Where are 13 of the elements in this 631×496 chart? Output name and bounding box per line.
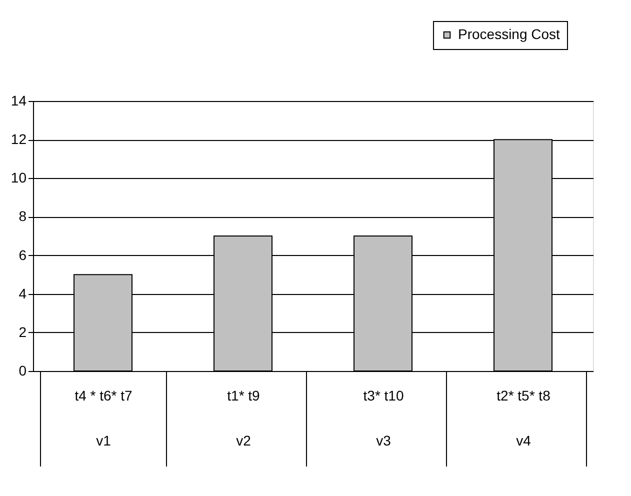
y-tick-label: 0 [18,362,27,378]
y-tick-label: 14 [10,92,27,108]
y-tick-label: 4 [18,285,27,302]
category-label: t1* t9 v2 [227,388,260,448]
y-tick-label: 12 [10,131,27,148]
y-tick-label: 10 [10,170,27,186]
y-tick-label: 6 [18,246,27,263]
y-tick-label: 8 [18,208,27,224]
category-label: t2* t5* t8 v4 [496,388,550,448]
legend-label: Processing Cost [458,26,560,42]
category-label: t3* t10 v3 [363,388,404,448]
y-tick-label: 2 [18,324,27,340]
category-label: t4 * t6* t7 v1 [74,388,132,448]
